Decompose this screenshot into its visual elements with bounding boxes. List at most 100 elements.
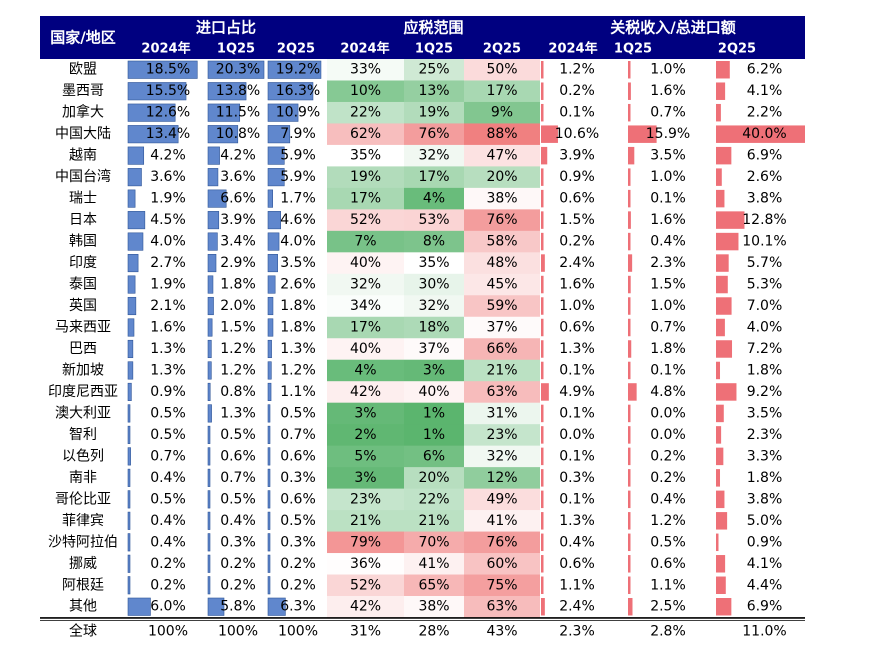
tariff-value: 2.3% xyxy=(747,427,783,443)
scope-value: 18% xyxy=(418,320,449,336)
scope-cell xyxy=(404,101,464,124)
region-label: 中国台湾 xyxy=(55,168,111,185)
scope-cell xyxy=(327,445,404,468)
share-value: 0.7% xyxy=(150,448,186,464)
tariff-bar xyxy=(541,168,544,186)
tariff-value: 10.1% xyxy=(742,234,786,250)
tariff-value: 1.8% xyxy=(747,362,783,378)
region-label: 泰国 xyxy=(69,277,97,293)
share-bar xyxy=(268,125,290,143)
share-bar-outline xyxy=(207,146,220,165)
scope-value: 76% xyxy=(486,212,517,228)
scope-cell xyxy=(404,316,464,339)
tariff-bar xyxy=(541,146,548,165)
tariff-bar xyxy=(541,254,545,272)
share-bar xyxy=(208,125,238,143)
share-value: 1.5% xyxy=(220,320,256,336)
scope-value: 7% xyxy=(354,234,376,250)
tariff-bar xyxy=(541,297,544,315)
share-value: 0.3% xyxy=(280,470,316,486)
tariff-value: 3.8% xyxy=(747,191,783,207)
tariff-value: 0.9% xyxy=(747,534,783,550)
share-bar-outline xyxy=(267,103,299,122)
share-value: 10.9% xyxy=(276,105,320,121)
scope-cell xyxy=(404,381,464,404)
share-bar xyxy=(208,189,227,208)
scope-value: 21% xyxy=(350,513,381,529)
share-bar xyxy=(208,404,212,423)
header-subcolumn-label: 2024年 xyxy=(548,41,597,57)
share-bar-outline xyxy=(267,189,273,208)
share-bar-outline xyxy=(267,511,271,530)
share-bar xyxy=(128,103,176,122)
share-value: 5.8% xyxy=(220,599,256,615)
scope-value: 25% xyxy=(418,62,449,78)
tariff-bar xyxy=(628,426,631,444)
share-bar-outline xyxy=(127,103,176,122)
scope-cell xyxy=(404,596,464,618)
tariff-bar xyxy=(716,254,729,272)
tariff-bar xyxy=(716,340,733,358)
tariff-bar xyxy=(628,232,631,251)
share-bar-outline xyxy=(267,468,271,487)
scope-cell xyxy=(464,101,540,124)
tariff-value: 0.1% xyxy=(559,448,595,464)
tariff-bar xyxy=(716,146,732,165)
scope-cell xyxy=(327,596,404,618)
share-bar-outline xyxy=(127,576,131,595)
scope-value: 38% xyxy=(418,599,449,615)
tariff-value: 0.4% xyxy=(559,534,595,550)
share-bar xyxy=(268,512,270,530)
tariff-value: 1.8% xyxy=(650,341,686,357)
share-bar-outline xyxy=(207,576,211,595)
share-bar xyxy=(208,297,214,315)
scope-cell xyxy=(464,553,540,576)
tariff-bar xyxy=(716,189,725,208)
tariff-bar xyxy=(716,297,732,315)
share-value: 16.3% xyxy=(276,83,320,99)
share-bar-outline xyxy=(127,404,131,423)
tariff-value: 1.3% xyxy=(559,513,595,529)
share-bar xyxy=(268,103,299,122)
share-bar xyxy=(128,297,136,315)
share-bar xyxy=(268,404,270,423)
scope-cell xyxy=(464,59,540,81)
share-bar xyxy=(268,447,270,466)
header-subcolumn-label: 1Q25 xyxy=(217,42,255,57)
tariff-bar xyxy=(716,533,719,552)
share-bar xyxy=(268,469,270,487)
tariff-value: 3.8% xyxy=(747,491,783,507)
share-value: 0.4% xyxy=(150,534,186,550)
share-value: 1.8% xyxy=(280,320,316,336)
tariff-bar xyxy=(628,361,631,380)
tariff-bar xyxy=(716,490,725,509)
scope-cell xyxy=(404,553,464,576)
share-bar xyxy=(268,555,270,573)
scope-cell xyxy=(464,574,540,597)
tariff-bar xyxy=(628,318,631,337)
scope-value: 58% xyxy=(486,234,517,250)
share-bar xyxy=(128,555,130,573)
scope-value: 40% xyxy=(350,255,381,271)
share-value: 1.3% xyxy=(150,341,186,357)
tariff-bar xyxy=(716,232,739,251)
share-bar xyxy=(208,469,210,487)
tariff-value: 5.0% xyxy=(747,513,783,529)
tariff-bar xyxy=(541,103,544,122)
scope-value: 66% xyxy=(486,341,517,357)
scope-cell xyxy=(327,187,404,210)
tariff-bar xyxy=(541,576,544,594)
share-value: 2.1% xyxy=(150,298,186,314)
scope-value: 3% xyxy=(423,362,445,378)
share-bar-outline xyxy=(207,232,218,251)
tariff-bar xyxy=(716,426,722,444)
scope-cell xyxy=(404,166,464,189)
tariff-value: 0.4% xyxy=(650,234,686,250)
scope-cell xyxy=(404,187,464,210)
share-value: 0.2% xyxy=(220,577,256,593)
share-bar xyxy=(128,426,130,444)
scope-value: 37% xyxy=(418,341,449,357)
scope-cell xyxy=(327,166,404,189)
tariff-value: 4.1% xyxy=(747,556,783,572)
share-value: 4.5% xyxy=(150,212,186,228)
